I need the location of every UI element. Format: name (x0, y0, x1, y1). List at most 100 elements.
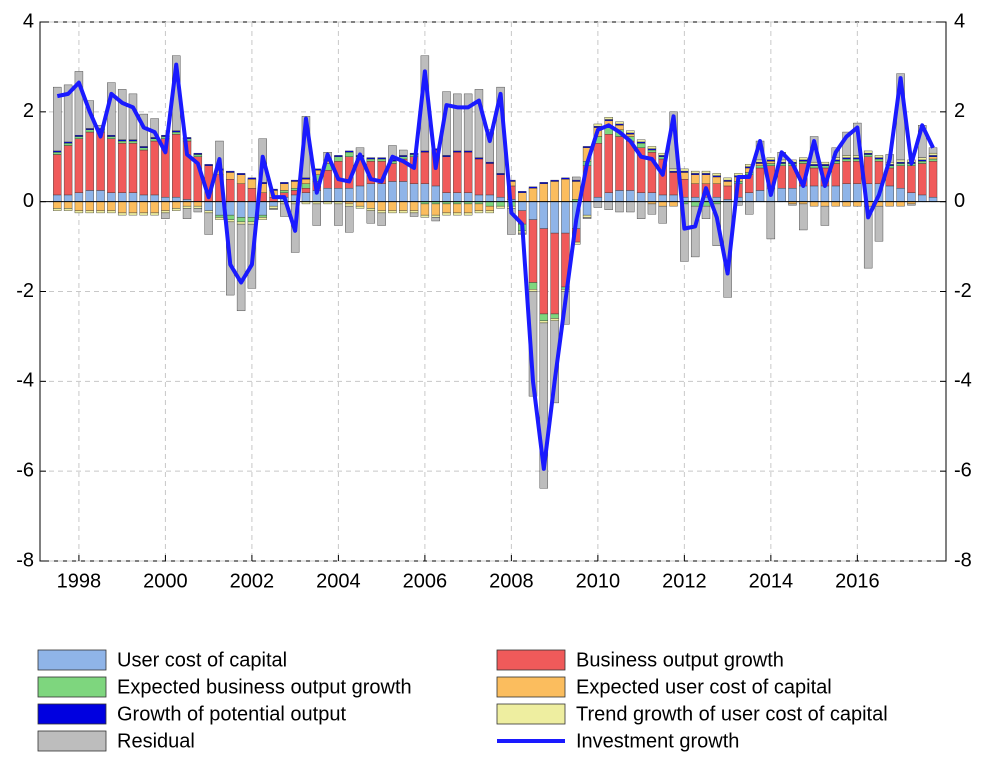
bar-segment (831, 185, 840, 202)
bar-segment (626, 190, 635, 202)
bar-segment (139, 149, 148, 196)
bar-segment (128, 201, 138, 214)
bar-segment (485, 194, 494, 202)
bar-segment (204, 212, 213, 235)
bar-segment (355, 201, 365, 207)
bar-segment (474, 203, 484, 211)
bar-segment (323, 187, 332, 202)
bar-segment (204, 201, 213, 211)
bar-segment (896, 201, 905, 207)
bar-segment (172, 208, 181, 211)
bar-segment (561, 201, 570, 234)
bar-segment (755, 190, 765, 202)
bar-segment (636, 192, 646, 202)
bar-segment (117, 139, 127, 142)
bar-segment (485, 129, 494, 163)
bar-segment (442, 155, 451, 157)
bar-segment (85, 190, 94, 202)
bar-segment (669, 201, 678, 207)
bar-segment (117, 212, 127, 216)
bar-segment (474, 194, 484, 202)
bar-segment (117, 89, 127, 140)
legend-swatch (496, 676, 566, 698)
bar-segment (799, 159, 808, 162)
bar-segment (453, 192, 462, 202)
bar-segment (85, 128, 94, 130)
bar-segment (658, 194, 667, 202)
bar-segment (53, 152, 62, 155)
bar-segment (918, 157, 927, 161)
bar-segment (842, 158, 851, 162)
bar-segment (204, 210, 213, 214)
bar-segment (636, 143, 646, 148)
bar-segment (463, 93, 473, 152)
bar-segment (680, 170, 689, 173)
bar-segment (539, 313, 549, 321)
bar-segment (128, 212, 138, 216)
bar-segment (236, 221, 246, 225)
bar-segment (647, 149, 657, 153)
bar-segment (366, 208, 376, 211)
x-tick-label: 2012 (662, 570, 707, 592)
bar-segment (193, 208, 203, 213)
bar-segment (658, 205, 667, 224)
bar-segment (896, 165, 905, 189)
bar-segment (247, 177, 257, 180)
bar-segment (528, 289, 538, 292)
bar-segment (550, 179, 559, 182)
bar-segment (550, 313, 559, 319)
bar-segment (539, 228, 549, 315)
bar-segment (53, 150, 62, 153)
bar-segment (280, 183, 289, 191)
bar-segment (172, 134, 181, 198)
bar-segment (63, 194, 73, 202)
y-tick-label: -6 (16, 459, 34, 481)
line-series (56, 62, 935, 471)
bar-segment (809, 164, 819, 166)
bar-segment (182, 201, 192, 207)
bar-segment (269, 208, 278, 210)
bar-segment (377, 210, 386, 214)
bar-segment (799, 203, 808, 231)
bar-segment (842, 157, 851, 160)
bar-segment (528, 187, 538, 202)
bar-segment (453, 152, 462, 193)
bar-segment (723, 181, 732, 187)
bar-segment (226, 172, 235, 180)
bar-segment (896, 187, 905, 202)
bar-segment (258, 217, 267, 220)
bar-segment (226, 201, 235, 216)
bar-segment (582, 214, 592, 218)
bar-segment (701, 173, 711, 175)
bar-segment (117, 143, 127, 193)
bar-segment (896, 161, 905, 164)
bar-segment (107, 138, 116, 193)
bar-segment (399, 201, 408, 211)
bar-segment (85, 201, 94, 211)
y2-tick-label: -6 (954, 459, 972, 481)
bar-segment (74, 201, 84, 211)
bar-segment (150, 118, 159, 138)
bar-segment (593, 196, 603, 202)
bar-segment (409, 210, 419, 214)
bar-segment (53, 194, 62, 202)
bar-segment (388, 210, 397, 214)
bar-segment (161, 201, 170, 211)
bar-segment (539, 182, 549, 184)
bar-segment (334, 156, 343, 162)
bar-segment (150, 194, 159, 202)
bar-segment (172, 196, 181, 202)
legend-label: Residual (117, 730, 195, 752)
bar-segment (647, 146, 657, 149)
bar-segment (107, 134, 116, 137)
bar-segment (561, 177, 570, 180)
y-tick-label: -2 (16, 280, 34, 302)
bar-segment (74, 71, 84, 136)
bar-segment (301, 192, 311, 202)
bar-segment (420, 183, 430, 202)
bar-segment (150, 140, 159, 196)
bar-segment (107, 201, 116, 211)
bar-segment (604, 192, 613, 202)
bar-segment (766, 159, 776, 162)
bar-segment (593, 123, 603, 127)
